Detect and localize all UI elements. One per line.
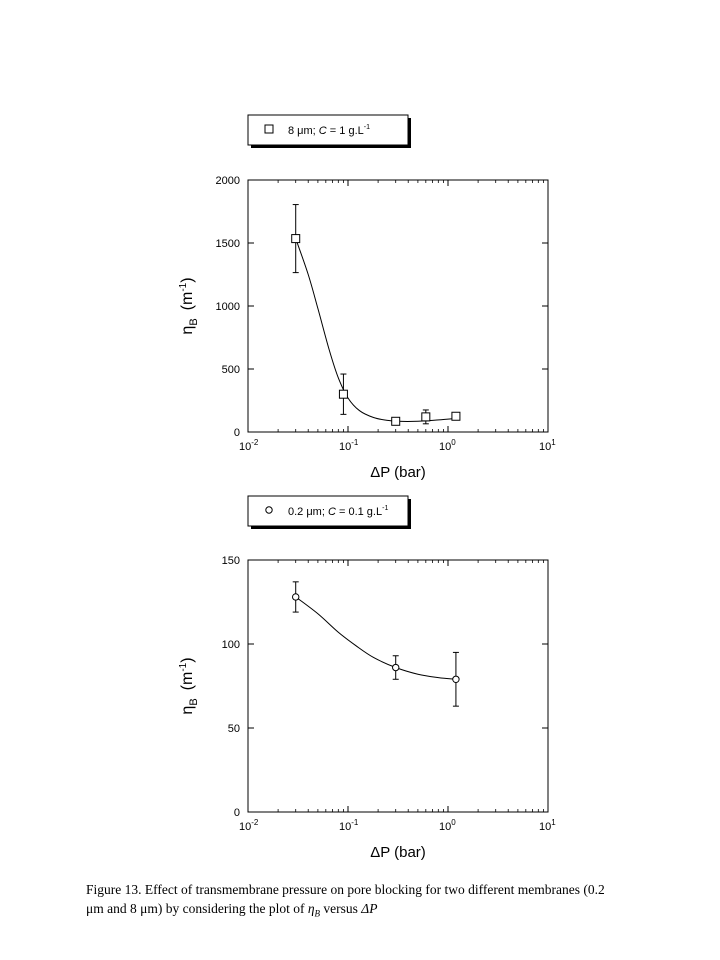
caption-line-2-text: μm and 8 μm) by considering the plot of: [86, 901, 308, 916]
x-tick-label: 10-2: [239, 818, 259, 833]
data-point-1: [291, 234, 301, 244]
data-point-4: [421, 412, 431, 422]
x-tick-label: 101: [539, 438, 556, 453]
plot-frame: [247, 179, 549, 433]
data-point-1: [292, 593, 300, 601]
legend-box: [247, 495, 409, 527]
x-tick-label: 10-2: [239, 438, 259, 453]
caption-delta-p: ΔP: [361, 901, 378, 916]
y-tick-label: 1000: [216, 301, 240, 313]
legend-box: [247, 114, 409, 146]
data-point-2: [392, 663, 400, 672]
legend-marker-circle: [265, 506, 273, 514]
x-tick-label: 10-1: [339, 818, 359, 833]
x-tick-label: 100: [439, 818, 456, 833]
y-tick-label: 50: [228, 723, 240, 735]
caption-eta: ηB: [307, 901, 321, 919]
chart-2: 0.2 μm; C = 0.1 g.L-1 0 50 100 150 10-2 10-1 10…: [178, 495, 556, 861]
y-tick-label: 1500: [216, 238, 240, 250]
fit-curve: [295, 238, 456, 422]
y-tick-label: 500: [222, 364, 240, 376]
data-point-5: [451, 411, 461, 421]
chart-1: 8 μm; C = 1 g.L-1 0 500 1000 1500 2000 10-2 10-…: [178, 114, 556, 481]
y-axis-label: ηB(m-1): [178, 277, 200, 334]
plot-frame: [247, 559, 549, 813]
x-tick-label: 101: [539, 818, 556, 833]
fit-curve: [295, 596, 456, 680]
x-axis-label: ΔP (bar): [370, 464, 426, 481]
x-tick-label: 100: [439, 438, 456, 453]
y-tick-label: 0: [234, 807, 240, 819]
y-tick-label: 150: [222, 555, 240, 567]
caption-versus: versus: [320, 901, 362, 916]
x-tick-label: 10-1: [339, 438, 359, 453]
legend-marker-square: [264, 124, 274, 134]
legend-label: 0.2 μm; C = 0.1 g.L-1: [288, 505, 388, 518]
y-tick-label: 0: [234, 427, 240, 439]
figure-caption: Figure 13. Effect of transmembrane press…: [86, 880, 708, 924]
data-point-3: [452, 675, 460, 683]
y-axis-label: ηB(m-1): [178, 657, 200, 714]
data-point-3: [391, 416, 401, 426]
x-axis-label: ΔP (bar): [370, 844, 426, 861]
y-tick-label: 2000: [216, 175, 240, 187]
y-tick-label: 100: [222, 639, 240, 651]
legend-label: 8 μm; C = 1 g.L-1: [288, 124, 370, 137]
caption-line-1: Figure 13. Effect of transmembrane press…: [86, 882, 605, 897]
data-point-2: [338, 389, 348, 399]
caption-line-2: μm and 8 μm) by considering the plot of …: [86, 899, 708, 924]
